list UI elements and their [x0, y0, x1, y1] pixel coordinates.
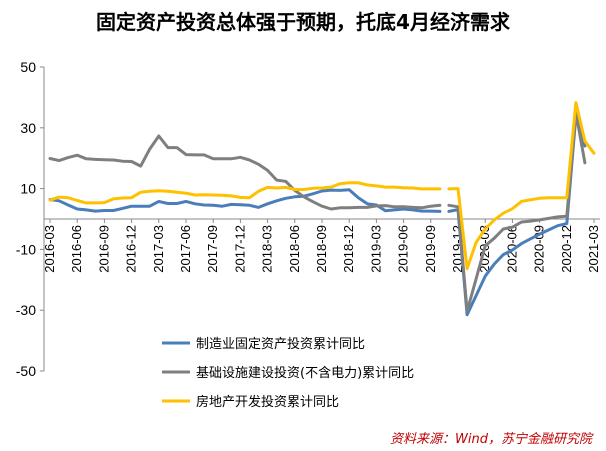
y-tick-label: 10 — [20, 181, 36, 197]
x-tick-label: 2016-12 — [124, 225, 139, 273]
x-tick-label: 2017-06 — [178, 225, 193, 273]
axes: -50 -30 -10 10 30 50 2016-03 2016-06 2016-09 2016… — [16, 59, 601, 379]
x-tick-label: 2016-06 — [69, 225, 84, 273]
series-lines — [48, 101, 596, 317]
x-tick-label: 2019-09 — [423, 225, 438, 273]
y-tick-label: 50 — [20, 59, 36, 75]
legend: 制造业固定资产投资累计同比基础设施建设投资(不含电力)累计同比房地产开发投资累计… — [162, 336, 414, 410]
y-tick-label: -10 — [16, 241, 36, 257]
legend-label: 房地产开发投资累计同比 — [196, 394, 339, 410]
chart-title: 固定资产投资总体强于预期，托底4月经济需求 — [96, 10, 510, 34]
y-tick-label: 30 — [20, 120, 36, 136]
source-note: 资料来源：Wind，苏宁金融研究院 — [390, 432, 592, 447]
x-tick-label: 2018-09 — [314, 225, 329, 273]
legend-label: 制造业固定资产投资累计同比 — [196, 336, 365, 352]
x-tick-label: 2019-03 — [368, 225, 383, 273]
x-tick-label: 2020-12 — [559, 225, 574, 273]
y-tick-label: -30 — [16, 302, 36, 318]
x-tick-label: 2021-03 — [586, 225, 601, 273]
x-tick-label: 2018-06 — [287, 225, 302, 273]
y-tick-label: -50 — [16, 363, 36, 379]
x-tick-label: 2017-12 — [232, 225, 247, 273]
x-tick-label: 2017-03 — [151, 225, 166, 273]
x-tick-label: 2018-03 — [260, 225, 275, 273]
series-line-1 — [48, 114, 587, 317]
x-tick-label: 2016-09 — [96, 225, 111, 273]
x-tick-label: 2016-03 — [42, 225, 57, 273]
x-tick-label: 2019-06 — [396, 225, 411, 273]
series-line-2 — [48, 111, 587, 313]
series-line-3 — [48, 101, 596, 271]
legend-label: 基础设施建设投资(不含电力)累计同比 — [196, 365, 414, 381]
x-tick-label: 2018-12 — [341, 225, 356, 273]
x-tick-label: 2017-09 — [205, 225, 220, 273]
